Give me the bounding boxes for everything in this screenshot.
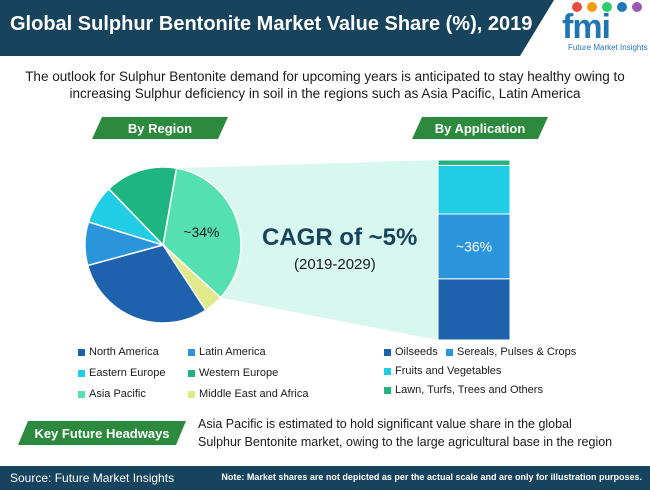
header-band	[0, 0, 520, 56]
application-legend-item: Sereals, Pulses & Crops	[446, 346, 576, 358]
region-legend-item: Eastern Europe	[78, 367, 165, 379]
legend-label: Sereals, Pulses & Crops	[457, 346, 577, 358]
logo-dot	[617, 2, 627, 12]
legend-swatch	[188, 390, 195, 398]
legend-label: Western Europe	[199, 367, 279, 379]
note-text: Note: Market shares are not depicted as …	[221, 472, 642, 482]
logo-mark: fmi	[562, 8, 611, 46]
chart-canvas: ~34% ~36%	[84, 159, 511, 341]
source-text: Source: Future Market Insights	[10, 471, 175, 485]
logo-text: Future Market Insights	[568, 43, 648, 52]
application-legend-item: Fruits and Vegetables	[384, 365, 501, 377]
by-region-label: By Region	[92, 117, 228, 139]
page-title: Global Sulphur Bentonite Market Value Sh…	[10, 13, 533, 35]
legend-swatch	[446, 348, 453, 356]
legend-swatch	[384, 386, 391, 394]
highlight-connector	[176, 160, 438, 340]
legend-label: Lawn, Turfs, Trees and Others	[395, 384, 543, 396]
key-headways-label: Key Future Headways	[18, 421, 186, 445]
region-legend-item: Asia Pacific	[78, 388, 146, 400]
legend-swatch	[78, 348, 85, 356]
legend-label: Latin America	[199, 346, 266, 358]
region-legend-item: Western Europe	[188, 367, 278, 379]
legend-label: North America	[89, 346, 159, 358]
header-banner: Global Sulphur Bentonite Market Value Sh…	[0, 0, 650, 56]
header-wedge	[520, 0, 554, 56]
bar-segment-fruits-and-vegetables	[437, 164, 511, 215]
bar-segment-lawn-turfs-trees-and-others	[437, 159, 511, 166]
cagr-value: CAGR of ~5%	[262, 224, 418, 251]
legend-label: Asia Pacific	[89, 388, 146, 400]
region-legend-item: Middle East and Africa	[188, 388, 308, 400]
logo-dots	[572, 2, 642, 12]
cagr-period: (2019-2029)	[294, 256, 376, 273]
logo-dot	[572, 2, 582, 12]
region-legend-item: Latin America	[188, 346, 266, 358]
legend-swatch	[78, 390, 85, 398]
legend-swatch	[78, 369, 85, 377]
legend-swatch	[384, 367, 391, 375]
legend-label: Oilseeds	[395, 346, 438, 358]
application-legend-item: Lawn, Turfs, Trees and Others	[384, 384, 543, 396]
legend-swatch	[188, 348, 195, 356]
footer-bar: Source: Future Market Insights Note: Mar…	[0, 466, 650, 490]
bar-segment-oilseeds	[437, 278, 511, 341]
fmi-logo: fmi Future Market Insights	[556, 2, 648, 54]
region-legend-item: North America	[78, 346, 159, 358]
subtitle: The outlook for Sulphur Bentonite demand…	[25, 69, 625, 101]
legend-swatch	[188, 369, 195, 377]
pie-slice-asia-pacific	[162, 167, 242, 299]
legend-label: Fruits and Vegetables	[395, 365, 502, 377]
logo-dot	[587, 2, 597, 12]
key-headways-text: Asia Pacific is estimated to hold signif…	[198, 417, 613, 449]
logo-dot	[602, 2, 612, 12]
application-legend-item: Oilseeds	[384, 346, 438, 358]
legend-label: Eastern Europe	[89, 367, 166, 379]
by-application-label: By Application	[412, 117, 548, 139]
legend-label: Middle East and Africa	[199, 388, 309, 400]
bar-segment-sereals-pulses-crops	[437, 213, 511, 280]
legend-swatch	[384, 348, 391, 356]
pie-slice-north-america	[86, 244, 207, 324]
pie-slice-western-europe	[107, 166, 178, 247]
pie-data-label: ~34%	[183, 224, 219, 240]
logo-dot	[632, 2, 642, 12]
bar-data-label: ~36%	[456, 238, 492, 254]
